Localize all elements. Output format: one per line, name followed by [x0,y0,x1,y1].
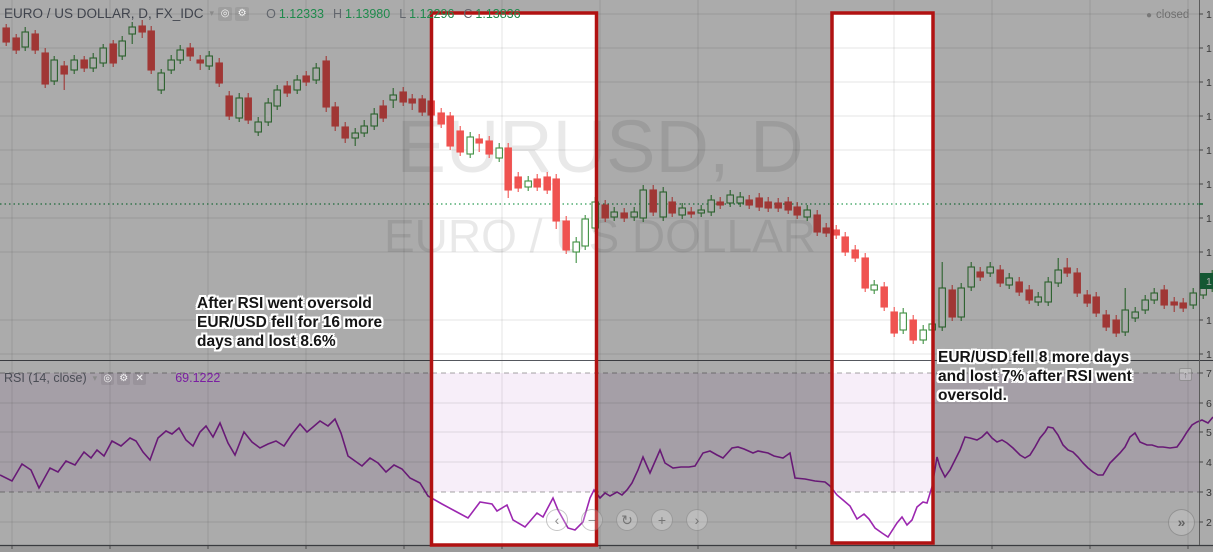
arrow-up-icon: ↑ [1183,370,1188,380]
rsi-tick-label: 5 [1206,427,1212,439]
close-label: C [463,6,473,21]
close-icon[interactable]: ✕ [133,371,147,385]
rsi-tick-label: 6 [1206,398,1212,410]
chevron-down-icon[interactable]: ▾ [92,372,98,383]
time-axis [0,546,1213,552]
price-tick-label: 1 [1206,145,1212,157]
annotation-line: EUR/USD fell 8 more days [938,349,1130,366]
price-tick-label: 1 [1206,179,1212,191]
rsi-tick-label: 3 [1206,487,1212,499]
watermark-name: EURO / US DOLLAR [384,210,816,262]
rsi-tick-label: 4 [1206,457,1212,469]
eye-icon[interactable]: ◎ [218,6,233,21]
open-label: O [266,6,276,21]
rsi-tick-label: 7 [1206,368,1212,380]
price-tick-label: 1 [1206,111,1212,123]
price-tick-label: 1 [1206,43,1212,55]
price-tick-label: 1 [1206,9,1212,21]
close-value: 1.13836 [475,6,521,21]
reset-view-button[interactable]: ↻ [616,509,638,531]
price-tick-label: 1 [1206,315,1212,327]
rsi-collapse-button[interactable]: ↑ [1179,368,1192,381]
low-value: 1.12296 [409,6,455,21]
annotation-line: After RSI went oversold [197,295,372,312]
chevron-right-icon: › [694,512,700,528]
gear-icon[interactable]: ⚙ [235,6,250,21]
status-text: closed [1156,9,1190,21]
price-tick-label: 1 [1206,77,1212,89]
status-dot-icon: ● [1146,9,1153,21]
scroll-to-latest-button[interactable]: » [1168,509,1195,536]
annotation-line: and lost 7% after RSI went [938,368,1132,385]
plus-icon: + [657,512,667,528]
minus-icon: − [587,512,597,528]
high-label: H [333,6,343,21]
annotation-line: EUR/USD fell for 16 more [197,314,383,331]
chevron-left-icon: ‹ [554,512,560,528]
annotation-line: days and lost 8.6% [197,333,336,350]
chart-nav-toolbar: ‹ − ↻ + › [546,509,708,531]
double-chevron-right-icon: » [1177,514,1186,530]
price-tick-label: 1 [1206,213,1212,225]
gear-icon[interactable]: ⚙ [117,371,131,385]
price-tick-label: 1 [1206,247,1212,259]
annotation-line: oversold. [938,387,1007,404]
symbol-header: EURO / US DOLLAR, D, FX_IDC ▾ ◎ ⚙ O 1.123… [4,6,521,21]
svg-text:1: 1 [1206,276,1212,288]
rsi-label[interactable]: RSI (14, close) [4,371,87,385]
pan-left-button[interactable]: ‹ [546,509,568,531]
market-status-badge: ● closed [1146,9,1189,21]
eye-icon[interactable]: ◎ [101,371,115,385]
high-value: 1.13980 [345,6,391,21]
current-price-label [1200,273,1213,289]
rsi-value: 69.1222 [175,371,221,385]
reload-icon: ↻ [621,512,633,528]
ohlc-readout: O 1.12333 H 1.13980 L 1.12296 C 1.13836 [266,7,521,21]
chevron-down-icon[interactable]: ▾ [209,8,215,18]
annotation-oversold-8-days: EUR/USD fell 8 more days and lost 7% aft… [938,348,1132,405]
rsi-line [0,416,1213,539]
low-label: L [399,6,407,21]
open-value: 1.12333 [278,6,324,21]
annotation-oversold-16-days: After RSI went oversold EUR/USD fell for… [197,294,382,351]
pan-right-button[interactable]: › [686,509,708,531]
price-tick-label: 1 [1206,349,1212,361]
zoom-in-button[interactable]: + [651,509,673,531]
rsi-indicator-header: RSI (14, close) ▾ ◎ ⚙ ✕ 69.1222 [4,371,220,385]
symbol-title[interactable]: EURO / US DOLLAR, D, FX_IDC [4,6,204,21]
zoom-out-button[interactable]: − [581,509,603,531]
rsi-tick-label: 2 [1206,517,1212,529]
